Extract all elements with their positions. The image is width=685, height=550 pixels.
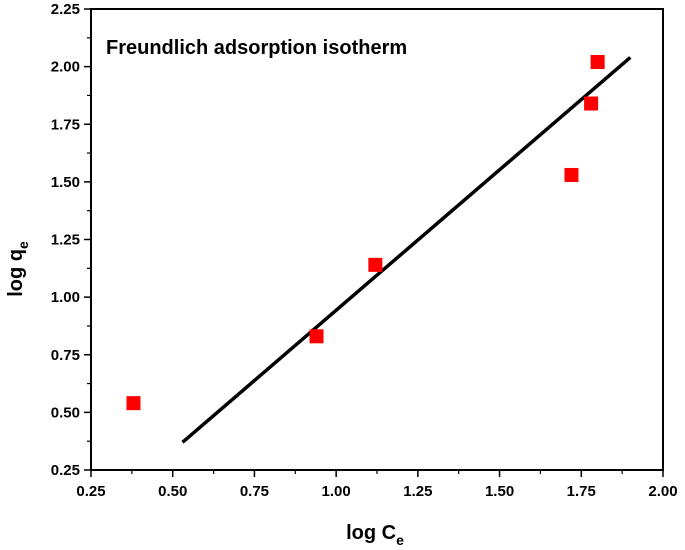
- y-tick-label: 0.50: [51, 404, 80, 421]
- data-point: [126, 396, 141, 411]
- y-tick-label: 2.25: [51, 1, 80, 18]
- x-tick-label: 0.25: [76, 483, 105, 500]
- y-tick-label: 1.00: [51, 289, 80, 306]
- x-tick-label: 1.25: [403, 483, 432, 500]
- x-tick-label: 0.50: [158, 483, 187, 500]
- plot-frame: [90, 8, 664, 471]
- x-tick-labels: 0.25 0.50 0.75 1.00 1.25 1.50 1.75 2.00: [76, 483, 677, 500]
- y-axis-title-main: log q: [5, 249, 27, 297]
- y-tick-label: 0.25: [51, 462, 80, 479]
- fit-line-layer: [181, 56, 632, 444]
- y-tick-labels: 0.25 0.50 0.75 1.00 1.25 1.50 1.75 2.00 2.25: [51, 1, 80, 479]
- data-point: [564, 167, 579, 182]
- data-point: [368, 257, 383, 272]
- data-point: [309, 329, 324, 344]
- y-axis-title-sub: e: [15, 241, 31, 249]
- data-point: [584, 96, 599, 111]
- data-point: [590, 55, 605, 70]
- y-tick-label: 1.75: [51, 116, 80, 133]
- x-tick-label: 1.50: [485, 483, 514, 500]
- x-axis-title-sub: e: [396, 532, 404, 548]
- tick-marks: [84, 8, 664, 477]
- y-tick-label: 0.75: [51, 347, 80, 364]
- y-axis-title: log qe: [5, 241, 31, 297]
- x-tick-label: 2.00: [648, 483, 677, 500]
- x-tick-label: 1.75: [567, 483, 596, 500]
- y-tick-label: 2.00: [51, 59, 80, 76]
- linear-fit-line: [181, 56, 632, 444]
- y-tick-label: 1.25: [51, 232, 80, 249]
- x-tick-label: 0.75: [240, 483, 269, 500]
- x-tick-label: 1.00: [322, 483, 351, 500]
- x-axis-title: log Ce: [346, 522, 404, 548]
- data-points-layer: [126, 55, 605, 411]
- chart-title: Freundlich adsorption isotherm: [106, 37, 407, 59]
- x-axis-title-main: log C: [346, 522, 396, 544]
- y-tick-label: 1.50: [51, 174, 80, 191]
